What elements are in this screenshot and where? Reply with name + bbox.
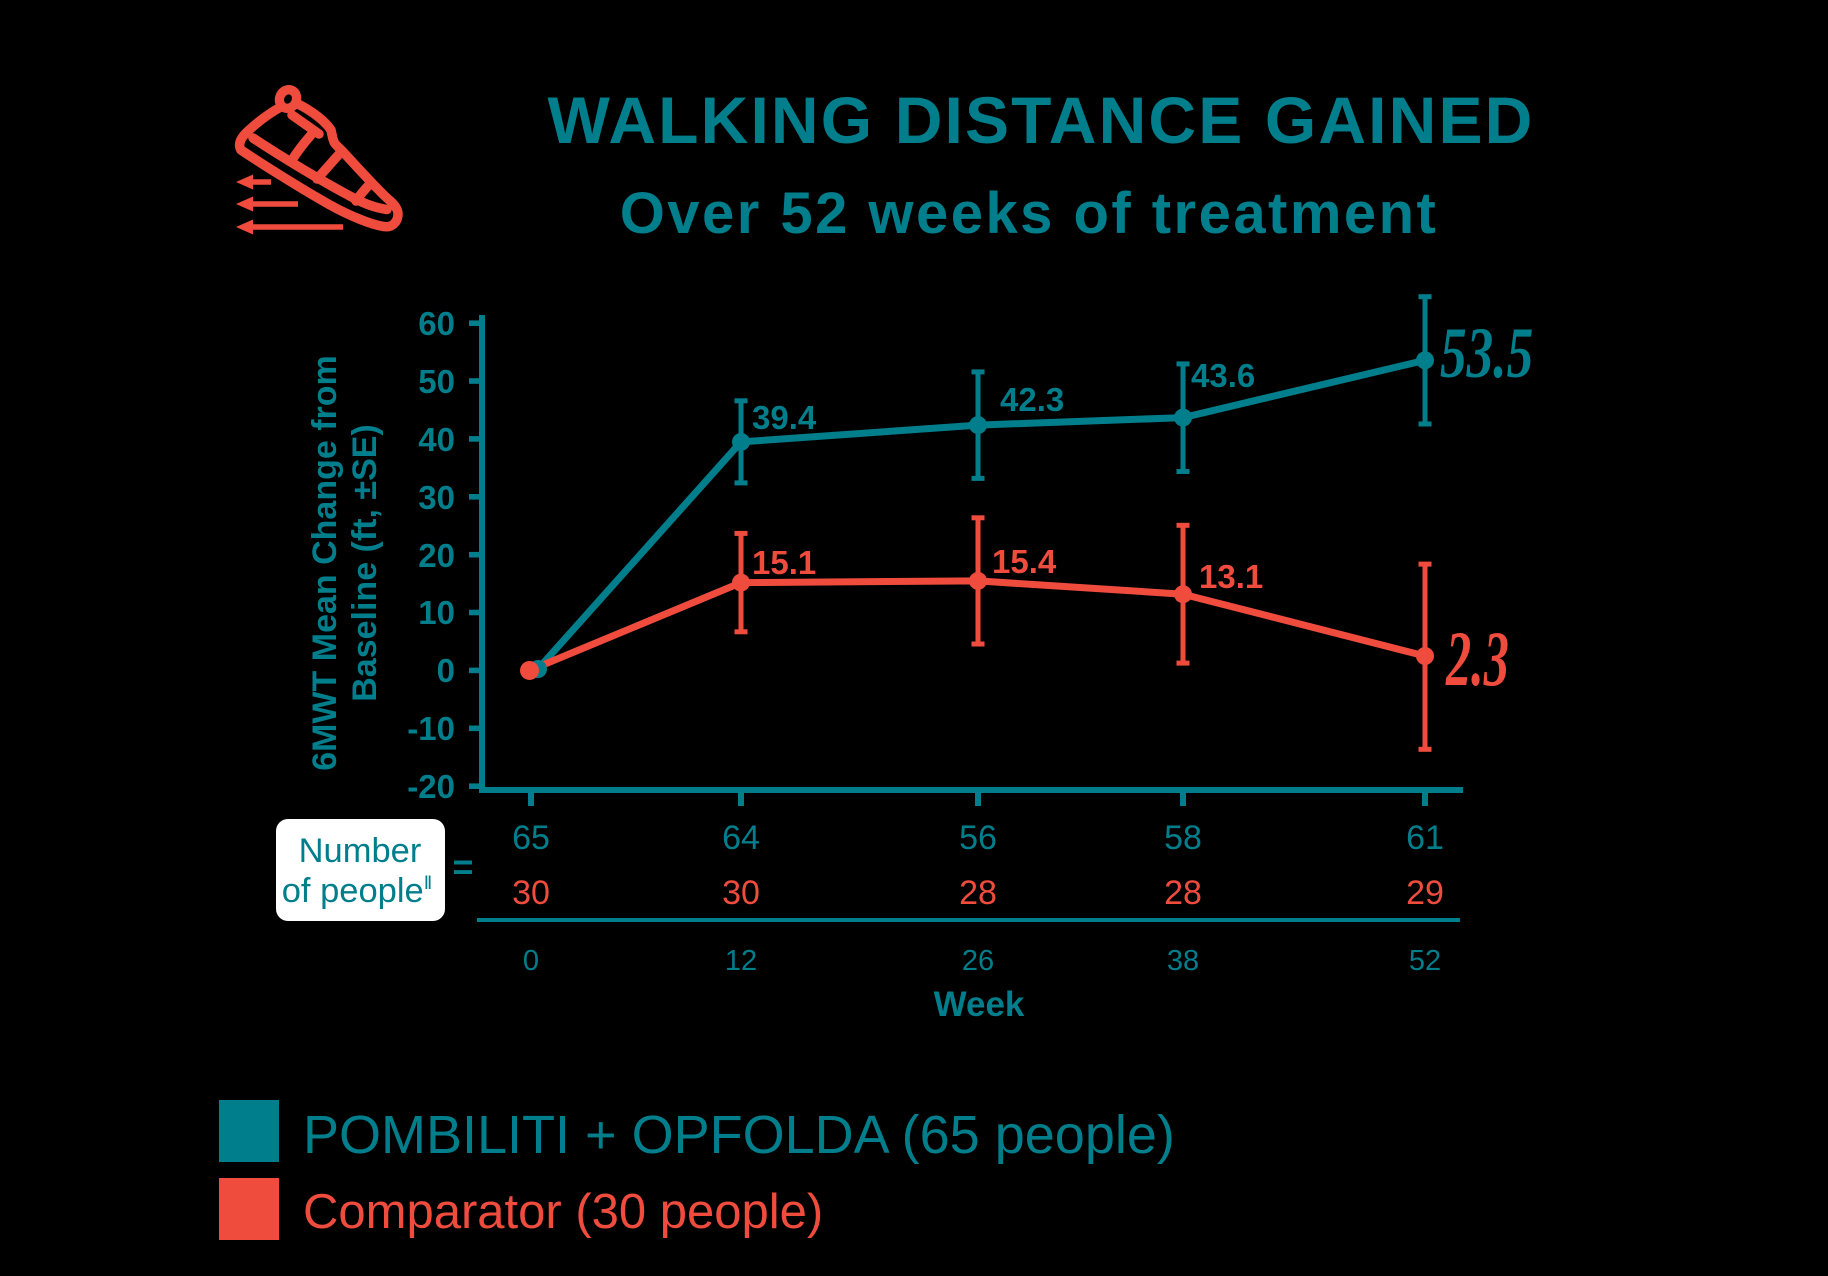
svg-text:-10: -10 [407,710,455,747]
svg-text:Comparator (30 people): Comparator (30 people) [303,1185,823,1239]
svg-text:15.1: 15.1 [752,544,816,581]
svg-text:56: 56 [959,819,997,857]
svg-text:61: 61 [1406,819,1444,857]
svg-text:Number: Number [299,832,422,870]
svg-text:64: 64 [722,819,760,857]
svg-text:30: 30 [512,874,550,912]
svg-text:28: 28 [959,874,997,912]
svg-text:of peopleII: of peopleII [282,872,431,910]
svg-text:-20: -20 [407,768,455,805]
svg-text:28: 28 [1164,874,1202,912]
svg-text:15.4: 15.4 [992,543,1057,580]
svg-text:60: 60 [418,305,455,342]
svg-text:20: 20 [418,537,455,574]
svg-text:30: 30 [722,874,760,912]
svg-text:10: 10 [418,594,455,631]
svg-text:26: 26 [962,945,994,977]
svg-text:Over 52 weeks of treatment: Over 52 weeks of treatment [620,181,1439,246]
svg-text:6MWT Mean Change from: 6MWT Mean Change from [306,355,344,771]
svg-text:0: 0 [437,652,455,689]
svg-text:12: 12 [725,945,757,977]
svg-text:0: 0 [523,945,539,977]
svg-text:38: 38 [1167,945,1199,977]
svg-text:POMBILITI + OPFOLDA (65 people: POMBILITI + OPFOLDA (65 people) [303,1105,1175,1165]
svg-text:2.3: 2.3 [1445,617,1509,703]
svg-text:Baseline (ft, ±SE): Baseline (ft, ±SE) [346,424,384,702]
svg-text:13.1: 13.1 [1199,558,1263,595]
svg-text:65: 65 [512,819,550,857]
svg-text:53.5: 53.5 [1440,313,1533,393]
svg-text:50: 50 [418,363,455,400]
svg-text:39.4: 39.4 [752,399,817,436]
svg-text:52: 52 [1409,945,1441,977]
svg-text:WALKING DISTANCE GAINED: WALKING DISTANCE GAINED [548,83,1535,157]
svg-text:42.3: 42.3 [1000,381,1064,418]
svg-text:58: 58 [1164,819,1202,857]
svg-text:40: 40 [418,421,455,458]
svg-text:Week: Week [934,985,1025,1024]
svg-text:43.6: 43.6 [1191,357,1255,394]
svg-text:=: = [452,846,473,887]
svg-text:30: 30 [418,479,455,516]
svg-text:29: 29 [1406,874,1444,912]
